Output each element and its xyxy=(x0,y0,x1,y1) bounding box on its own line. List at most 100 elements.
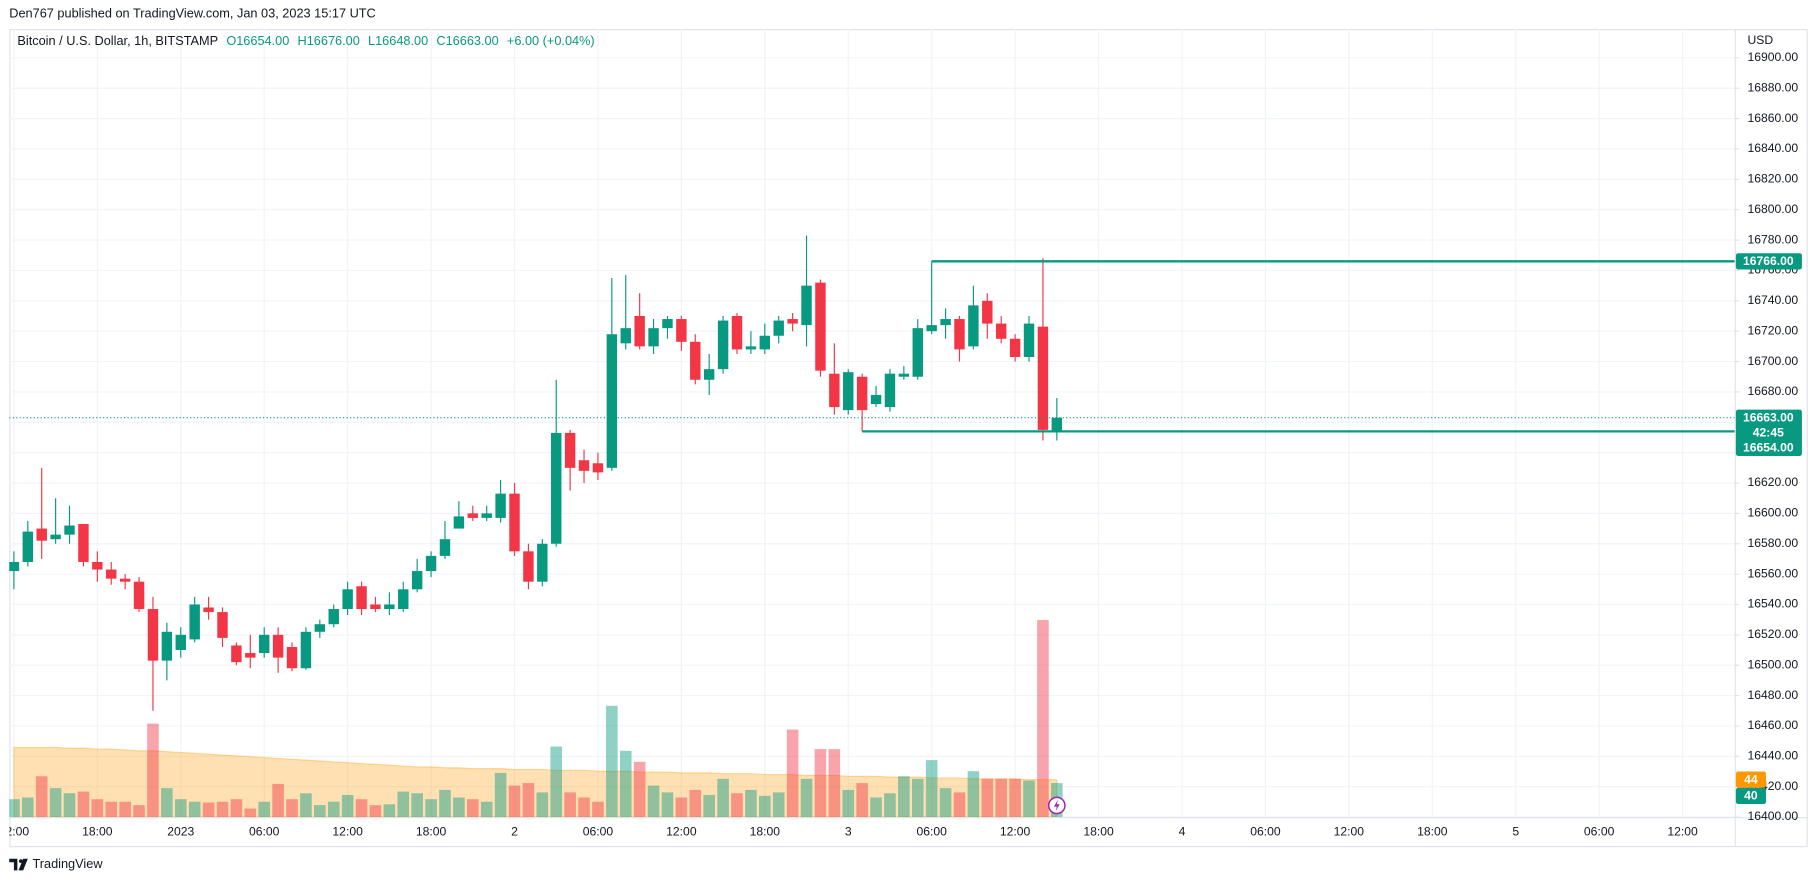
volume-bar xyxy=(355,799,368,818)
volume-bar xyxy=(647,785,660,818)
volume-bar xyxy=(564,792,576,818)
volume-bar xyxy=(9,799,20,818)
volume-bar xyxy=(425,799,437,818)
candle-body xyxy=(703,369,715,380)
x-tick-label: 18:00 xyxy=(416,824,447,838)
legend-high: H16676.00 xyxy=(298,33,360,48)
x-tick-label: 12:00 xyxy=(1000,824,1031,838)
volume-bar xyxy=(745,789,757,818)
volume-bar xyxy=(522,783,535,818)
volume-bar xyxy=(884,793,896,818)
candle-body xyxy=(898,373,910,377)
volume-bar xyxy=(439,789,451,818)
volume-bar xyxy=(661,792,674,818)
volume-bar xyxy=(397,791,410,818)
published-note: Den767 published on TradingView.com, Jan… xyxy=(9,5,375,20)
x-tick-label: 18:00 xyxy=(82,824,113,838)
volume-bar xyxy=(216,801,229,818)
candle-body xyxy=(342,589,353,610)
volume-bar xyxy=(314,805,326,818)
candle-body xyxy=(50,534,61,540)
x-tick-label: 12:00 xyxy=(1667,824,1698,838)
x-tick-label: 12:00 xyxy=(1334,824,1365,838)
volume-bar xyxy=(411,793,423,818)
candle-body xyxy=(203,607,214,613)
candle-body xyxy=(147,609,159,661)
volume-bar xyxy=(675,797,688,818)
volume-bar xyxy=(202,802,215,818)
volume-bar xyxy=(995,778,1007,818)
volume-bar xyxy=(592,801,604,818)
candle-body xyxy=(759,335,771,350)
volume-bar xyxy=(508,785,521,818)
volume-bar xyxy=(341,794,354,818)
candle-body xyxy=(801,285,812,326)
candle-body xyxy=(1023,323,1035,357)
current-price-box xyxy=(1735,409,1802,456)
volume-ma-box xyxy=(1735,771,1767,788)
candle-body xyxy=(356,586,367,610)
candle-body xyxy=(64,525,75,535)
candle-body xyxy=(217,612,228,638)
candle-body xyxy=(328,609,339,625)
candle-body xyxy=(411,571,423,590)
x-tick-label: 18:00 xyxy=(750,824,781,838)
candle-body xyxy=(231,645,242,663)
candle-body xyxy=(912,328,923,377)
x-tick-label: 12:00 xyxy=(666,824,697,838)
legend-change: +6.00 (+0.04%) xyxy=(507,33,595,48)
candle-body xyxy=(523,551,534,582)
candle-body xyxy=(245,653,256,658)
candle-body xyxy=(439,539,451,556)
volume-bar xyxy=(870,797,882,818)
candle-body xyxy=(453,516,465,529)
x-tick-label: 06:00 xyxy=(1250,824,1281,838)
volume-bar xyxy=(898,776,910,818)
volume-bar xyxy=(953,792,966,818)
volume-bar xyxy=(717,778,729,818)
y-tick-label: 16800.00 xyxy=(1747,202,1798,216)
candle-body xyxy=(787,319,798,324)
volume-bar xyxy=(689,789,702,818)
volume-bar xyxy=(633,761,646,818)
candle-body xyxy=(495,493,506,518)
x-tick-label: 3 xyxy=(845,824,852,838)
y-tick-label: 16900.00 xyxy=(1747,50,1798,64)
chart-frame xyxy=(9,29,1808,848)
y-tick-label: 16620.00 xyxy=(1747,475,1798,489)
volume-bar xyxy=(759,795,771,818)
volume-label: 40 xyxy=(1744,789,1758,803)
x-tick-label: 06:00 xyxy=(1584,824,1615,838)
candle-body xyxy=(106,569,117,579)
candle-body xyxy=(634,316,645,347)
y-tick-label: 16520.00 xyxy=(1747,627,1798,641)
volume-bar xyxy=(1023,780,1035,818)
volume-bar xyxy=(480,801,493,818)
candle-body xyxy=(856,376,868,411)
x-tick-label: 18:00 xyxy=(1417,824,1448,838)
candle-body xyxy=(717,320,729,370)
volume-box xyxy=(1735,787,1767,805)
candle-body xyxy=(509,493,520,552)
candle-body xyxy=(843,372,854,411)
y-tick-label: 16680.00 xyxy=(1747,384,1798,398)
volume-bar xyxy=(77,791,90,818)
levels xyxy=(9,260,1735,433)
y-tick-label: 16580.00 xyxy=(1747,536,1798,550)
y-tick-label: 16740.00 xyxy=(1747,293,1798,307)
volume-bar xyxy=(800,778,813,818)
volume-bar xyxy=(606,705,618,818)
candle-body xyxy=(481,513,492,518)
volume-bar xyxy=(967,771,980,818)
volume-bar xyxy=(105,801,118,818)
volume-bar xyxy=(35,776,48,818)
y-tick-label: 16880.00 xyxy=(1747,80,1798,94)
x-tick-label: 12:00 xyxy=(0,824,29,838)
candle-body xyxy=(537,543,548,582)
candle-body xyxy=(1051,417,1063,432)
candle-body xyxy=(829,373,840,408)
volume-bar xyxy=(842,789,855,818)
volume-bar xyxy=(147,723,159,818)
